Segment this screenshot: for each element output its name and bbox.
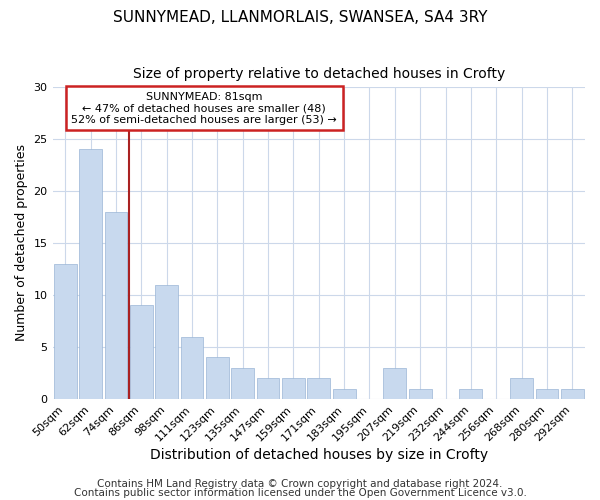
Bar (409, 388, 431, 399)
Text: SUNNYMEAD, LLANMORLAIS, SWANSEA, SA4 3RY: SUNNYMEAD, LLANMORLAIS, SWANSEA, SA4 3RY (113, 10, 487, 25)
Bar (104, 212, 127, 399)
Bar (307, 378, 330, 399)
Bar (383, 368, 406, 399)
Bar (282, 378, 305, 399)
Bar (130, 306, 152, 399)
Bar (510, 378, 533, 399)
Bar (155, 284, 178, 399)
Bar (536, 388, 559, 399)
Bar (460, 388, 482, 399)
Title: Size of property relative to detached houses in Crofty: Size of property relative to detached ho… (133, 68, 505, 82)
Text: SUNNYMEAD: 81sqm
← 47% of detached houses are smaller (48)
52% of semi-detached : SUNNYMEAD: 81sqm ← 47% of detached house… (71, 92, 337, 124)
Bar (561, 388, 584, 399)
Text: Contains HM Land Registry data © Crown copyright and database right 2024.: Contains HM Land Registry data © Crown c… (97, 479, 503, 489)
Bar (333, 388, 356, 399)
Bar (206, 358, 229, 399)
Y-axis label: Number of detached properties: Number of detached properties (15, 144, 28, 342)
X-axis label: Distribution of detached houses by size in Crofty: Distribution of detached houses by size … (150, 448, 488, 462)
Bar (79, 150, 102, 399)
Bar (257, 378, 280, 399)
Bar (54, 264, 77, 399)
Bar (231, 368, 254, 399)
Bar (181, 336, 203, 399)
Text: Contains public sector information licensed under the Open Government Licence v3: Contains public sector information licen… (74, 488, 526, 498)
